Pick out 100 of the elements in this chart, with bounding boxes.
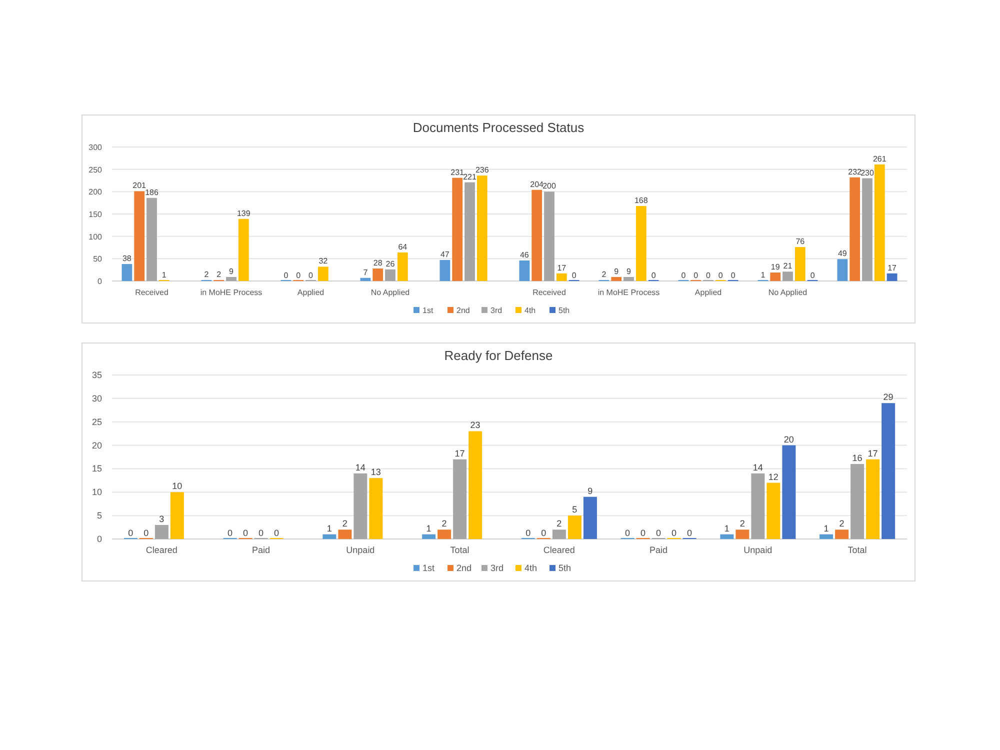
bar — [882, 403, 896, 539]
bar — [338, 530, 352, 539]
x-tick-label: in MoHE Process — [598, 288, 660, 297]
bar — [154, 524, 168, 539]
bar — [360, 278, 371, 281]
bar — [611, 276, 622, 281]
data-label: 12 — [768, 472, 778, 482]
bar — [453, 459, 467, 539]
legend-label: 5th — [558, 563, 572, 573]
bar — [354, 473, 368, 539]
data-label: 0 — [308, 271, 314, 280]
data-label: 0 — [672, 528, 677, 538]
bar — [544, 192, 554, 281]
bar — [837, 259, 848, 281]
y-tick-label: 20 — [92, 440, 102, 450]
data-label: 2 — [442, 518, 447, 529]
bar — [476, 176, 488, 281]
data-label: 0 — [681, 271, 686, 280]
y-tick-label: 150 — [88, 210, 103, 219]
x-tick-label: Received — [532, 288, 566, 297]
bar — [438, 530, 452, 539]
bar — [170, 492, 184, 539]
data-label: 29 — [883, 392, 894, 402]
bar — [452, 178, 463, 281]
data-label: 21 — [783, 262, 793, 271]
legend-label: 5th — [558, 306, 570, 315]
x-tick-label: Unpaid — [346, 545, 375, 555]
data-label: 0 — [651, 271, 656, 280]
data-label: 0 — [694, 271, 699, 280]
data-label: 0 — [258, 528, 264, 538]
y-tick-label: 15 — [92, 464, 102, 474]
data-label: 2 — [204, 270, 210, 280]
bar — [886, 273, 898, 281]
x-tick-label: Cleared — [146, 545, 178, 555]
legend-label: 2nd — [456, 306, 470, 315]
y-tick-label: 200 — [88, 188, 103, 197]
bar — [556, 273, 567, 281]
bar — [782, 445, 796, 539]
bar — [226, 276, 236, 281]
data-label: 17 — [868, 448, 878, 458]
data-label: 23 — [470, 420, 480, 430]
data-label: 0 — [810, 271, 816, 280]
data-label: 14 — [355, 462, 366, 472]
data-label: 0 — [572, 271, 577, 280]
bar — [720, 534, 734, 539]
bar — [134, 191, 145, 281]
legend-label: 3rd — [490, 306, 502, 315]
legend-label: 3rd — [490, 563, 504, 573]
data-label: 1 — [426, 523, 432, 534]
bar — [519, 260, 530, 281]
data-label: 230 — [860, 168, 874, 178]
bar — [835, 530, 849, 539]
data-label: 2 — [602, 270, 607, 280]
data-label: 9 — [614, 266, 620, 276]
bar — [552, 530, 566, 539]
legend-label: 1st — [422, 563, 436, 573]
data-label: 1 — [326, 523, 332, 534]
bar — [369, 478, 383, 539]
data-label: 5 — [572, 504, 578, 515]
data-label: 0 — [228, 528, 233, 538]
data-label: 139 — [236, 208, 251, 218]
data-label: 2 — [216, 270, 222, 280]
data-label: 20 — [784, 434, 794, 444]
data-label: 0 — [296, 271, 302, 280]
bar — [794, 247, 806, 281]
data-label: 32 — [318, 256, 328, 266]
data-label: 0 — [128, 528, 134, 538]
data-label: 201 — [132, 181, 147, 190]
data-label: 17 — [557, 263, 567, 272]
legend-label: 1st — [422, 306, 434, 315]
data-label: 261 — [872, 154, 887, 164]
data-label: 200 — [542, 182, 556, 191]
data-label: 0 — [243, 528, 248, 538]
x-tick-label: Applied — [297, 288, 324, 297]
data-label: 7 — [363, 268, 368, 277]
x-tick-label: in MoHE Process — [200, 288, 262, 297]
legend-label: 4th — [524, 563, 538, 573]
bar — [636, 206, 646, 281]
data-label: 2 — [839, 518, 844, 529]
data-label: 0 — [541, 528, 546, 538]
x-tick-label: Unpaid — [744, 545, 772, 555]
bar — [850, 177, 860, 281]
bar — [318, 266, 328, 281]
bar — [866, 459, 880, 539]
bar — [464, 182, 475, 281]
data-label: 0 — [706, 271, 712, 280]
data-label: 231 — [450, 168, 465, 177]
data-label: 232 — [848, 167, 862, 176]
data-label: 26 — [386, 259, 396, 268]
data-label: 38 — [122, 254, 132, 264]
bar — [624, 276, 634, 281]
data-label: 0 — [274, 528, 280, 538]
bar — [820, 534, 834, 539]
x-tick-label: Applied — [694, 288, 722, 297]
data-label: 46 — [520, 250, 530, 260]
x-tick-label: Total — [450, 545, 470, 555]
data-label: 9 — [588, 486, 593, 496]
y-tick-label: 25 — [92, 416, 102, 427]
data-label: 10 — [172, 481, 182, 492]
x-tick-label: Total — [848, 545, 867, 555]
